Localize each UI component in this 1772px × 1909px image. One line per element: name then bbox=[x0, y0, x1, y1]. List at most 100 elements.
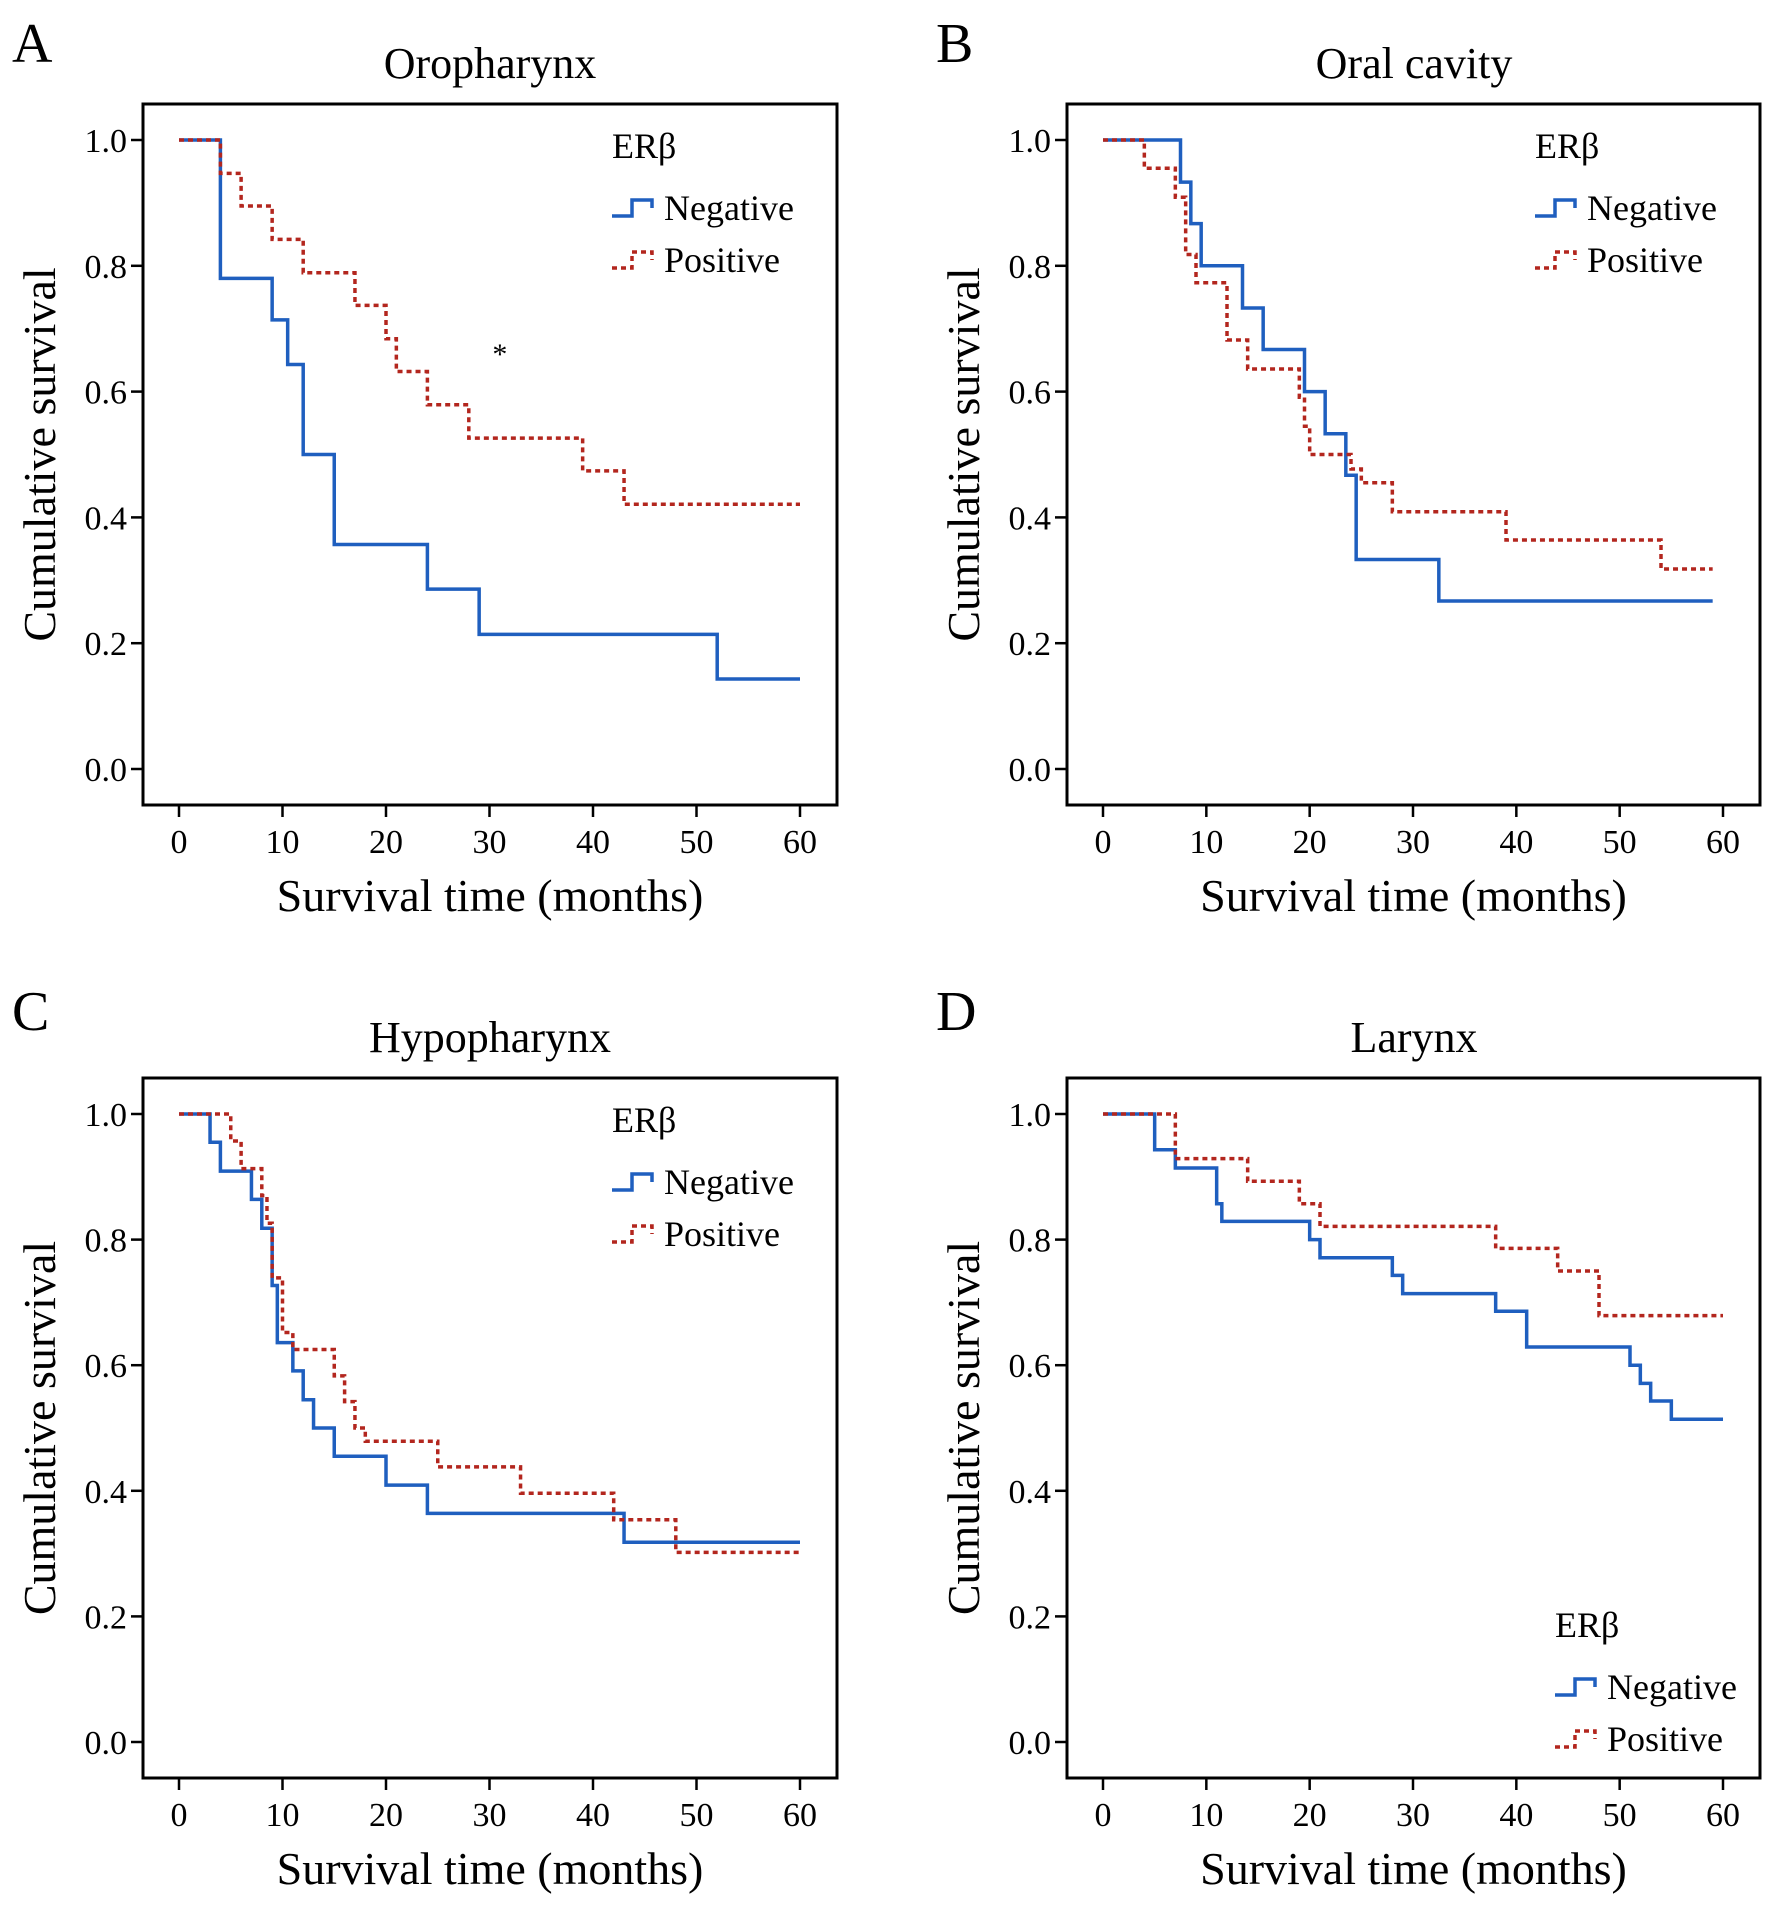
y-tick-label: 0.8 bbox=[1009, 249, 1052, 286]
panel-title: Larynx bbox=[1350, 1013, 1477, 1062]
x-tick-label: 30 bbox=[1396, 824, 1430, 861]
legend-title: ERβ bbox=[1535, 126, 1599, 166]
x-tick-label: 20 bbox=[1293, 824, 1327, 861]
series-positive-line bbox=[1103, 1112, 1723, 1318]
legend-swatch-negative bbox=[612, 198, 654, 218]
x-tick-label: 0 bbox=[1095, 1797, 1112, 1834]
legend-title: ERβ bbox=[1555, 1605, 1619, 1645]
x-tick-label: 10 bbox=[1189, 824, 1223, 861]
series-positive-line bbox=[1103, 138, 1713, 571]
x-tick-label: 60 bbox=[1706, 824, 1740, 861]
y-tick-label: 0.8 bbox=[85, 249, 128, 286]
x-tick-label: 50 bbox=[1603, 824, 1637, 861]
panel-c: C Hypopharynx 0.0 0.2 0.4 0.6 0.8 1.0 0 10 20 30 40 5… bbox=[12, 981, 839, 1894]
y-axis-label: Cumulative survival bbox=[14, 267, 65, 641]
panel-title: Oral cavity bbox=[1316, 39, 1513, 88]
y-tick-label: 0.4 bbox=[1009, 1474, 1052, 1511]
legend-swatch-positive bbox=[612, 250, 654, 270]
y-tick-label: 0.6 bbox=[1009, 375, 1052, 412]
legend-title: ERβ bbox=[612, 126, 676, 166]
panel-letter: D bbox=[936, 981, 976, 1043]
y-tick-label: 0.4 bbox=[85, 500, 128, 537]
y-axis-label: Cumulative survival bbox=[938, 267, 989, 641]
legend-swatch-negative bbox=[612, 1172, 654, 1192]
series-negative-line bbox=[1103, 138, 1713, 603]
x-tick-label: 20 bbox=[1293, 1797, 1327, 1834]
legend-label-negative: Negative bbox=[1587, 188, 1717, 228]
legend-label-negative: Negative bbox=[1607, 1667, 1737, 1707]
y-tick-label: 0.0 bbox=[85, 752, 128, 789]
legend-swatch-positive bbox=[612, 1224, 654, 1244]
x-tick-label: 10 bbox=[266, 824, 300, 861]
panel-letter: A bbox=[12, 13, 53, 75]
x-tick-label: 50 bbox=[680, 824, 714, 861]
x-tick-label: 20 bbox=[369, 824, 403, 861]
x-tick-label: 60 bbox=[783, 1797, 817, 1834]
y-tick-label: 0.2 bbox=[85, 626, 128, 663]
y-tick-label: 0.4 bbox=[1009, 500, 1052, 537]
x-axis-label: Survival time (months) bbox=[1200, 1843, 1627, 1894]
legend: ERβ Negative Positive bbox=[612, 1100, 794, 1254]
x-tick-label: 10 bbox=[1189, 1797, 1223, 1834]
x-tick-label: 40 bbox=[1499, 824, 1533, 861]
y-axis-label: Cumulative survival bbox=[14, 1241, 65, 1615]
x-tick-label: 0 bbox=[1095, 824, 1112, 861]
x-axis-label: Survival time (months) bbox=[1200, 870, 1627, 921]
legend-label-positive: Positive bbox=[1607, 1719, 1723, 1759]
legend-swatch-positive bbox=[1555, 1729, 1597, 1749]
y-tick-label: 1.0 bbox=[1009, 123, 1052, 160]
panel-a: A Oropharynx 0.0 0.2 0.4 0.6 0.8 1.0 0 10 20 30 40 50… bbox=[12, 13, 839, 921]
legend-swatch-negative bbox=[1555, 1677, 1597, 1697]
x-tick-label: 20 bbox=[369, 1797, 403, 1834]
x-axis-label: Survival time (months) bbox=[277, 870, 704, 921]
legend-swatch-positive bbox=[1535, 250, 1577, 270]
x-tick-label: 10 bbox=[266, 1797, 300, 1834]
y-tick-label: 1.0 bbox=[85, 123, 128, 160]
significance-marker: * bbox=[492, 338, 507, 371]
x-tick-label: 40 bbox=[576, 824, 610, 861]
y-tick-label: 1.0 bbox=[1009, 1097, 1052, 1134]
panel-title: Oropharynx bbox=[384, 39, 597, 88]
y-tick-label: 0.2 bbox=[1009, 626, 1052, 663]
x-tick-label: 30 bbox=[473, 1797, 507, 1834]
x-tick-label: 30 bbox=[473, 824, 507, 861]
panel-title: Hypopharynx bbox=[369, 1013, 611, 1062]
x-tick-label: 0 bbox=[171, 1797, 188, 1834]
legend-swatch-negative bbox=[1535, 198, 1577, 218]
x-tick-label: 50 bbox=[680, 1797, 714, 1834]
panel-d: D Larynx 0.0 0.2 0.4 0.6 0.8 1.0 0 10 20 30 40 50 60 Su… bbox=[936, 981, 1762, 1894]
panel-letter: C bbox=[12, 981, 49, 1043]
y-tick-label: 0.4 bbox=[85, 1474, 128, 1511]
legend: ERβ Negative Positive bbox=[1535, 126, 1717, 280]
y-tick-label: 0.6 bbox=[85, 375, 128, 412]
x-tick-label: 30 bbox=[1396, 1797, 1430, 1834]
legend-label-negative: Negative bbox=[664, 1162, 794, 1202]
x-tick-label: 60 bbox=[1706, 1797, 1740, 1834]
x-tick-label: 50 bbox=[1603, 1797, 1637, 1834]
legend-label-positive: Positive bbox=[664, 1214, 780, 1254]
legend: ERβ Negative Positive bbox=[1555, 1605, 1737, 1759]
legend-label-negative: Negative bbox=[664, 188, 794, 228]
legend-title: ERβ bbox=[612, 1100, 676, 1140]
x-axis-label: Survival time (months) bbox=[277, 1843, 704, 1894]
y-tick-label: 0.2 bbox=[1009, 1599, 1052, 1636]
x-tick-label: 40 bbox=[1499, 1797, 1533, 1834]
legend: ERβ Negative Positive bbox=[612, 126, 794, 280]
x-tick-label: 0 bbox=[171, 824, 188, 861]
y-tick-label: 0.0 bbox=[85, 1725, 128, 1762]
y-axis-label: Cumulative survival bbox=[938, 1241, 989, 1615]
y-tick-label: 1.0 bbox=[85, 1097, 128, 1134]
panel-b: B Oral cavity 0.0 0.2 0.4 0.6 0.8 1.0 0 10 20 30 40 5… bbox=[936, 13, 1762, 921]
y-tick-label: 0.6 bbox=[85, 1348, 128, 1385]
series-negative-line bbox=[179, 138, 800, 681]
legend-label-positive: Positive bbox=[664, 240, 780, 280]
series-positive-line bbox=[179, 138, 800, 506]
x-tick-label: 60 bbox=[783, 824, 817, 861]
y-tick-label: 0.2 bbox=[85, 1599, 128, 1636]
y-tick-label: 0.6 bbox=[1009, 1348, 1052, 1385]
x-tick-label: 40 bbox=[576, 1797, 610, 1834]
series-negative-line bbox=[1103, 1112, 1723, 1421]
legend-label-positive: Positive bbox=[1587, 240, 1703, 280]
panel-letter: B bbox=[936, 13, 973, 75]
